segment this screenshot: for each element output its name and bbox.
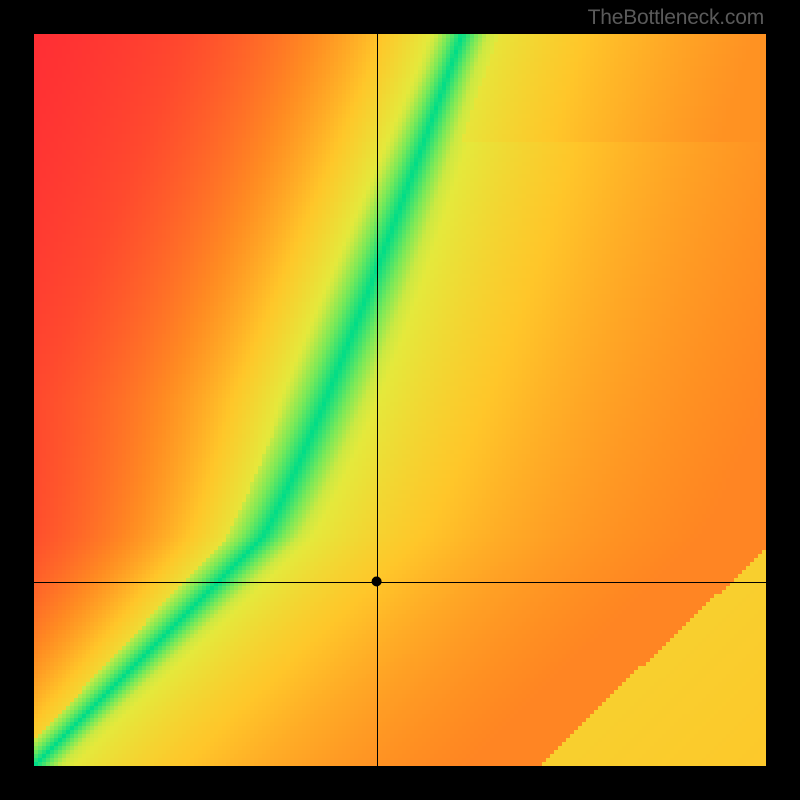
watermark-text: TheBottleneck.com: [588, 6, 764, 30]
heatmap-canvas: [34, 34, 766, 766]
heatmap-plot: [34, 34, 766, 766]
